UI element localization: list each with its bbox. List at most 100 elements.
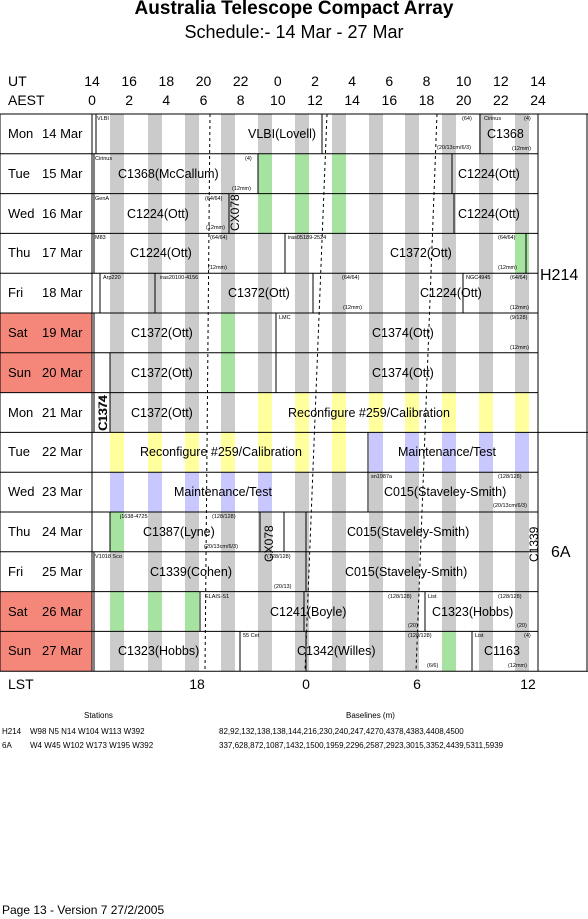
date-label: 16 Mar bbox=[42, 205, 83, 221]
stripe bbox=[442, 512, 456, 552]
block-label: Reconfigure #259/Calibration bbox=[288, 405, 450, 420]
block-label: C1372(Ott) bbox=[131, 326, 193, 340]
config-6a: 6A bbox=[551, 543, 571, 561]
stripe bbox=[515, 512, 529, 552]
stripe bbox=[405, 472, 419, 512]
stripe bbox=[185, 432, 199, 473]
block-sublabel: (64/64) bbox=[342, 275, 360, 282]
block-label: C1323(Hobbs) bbox=[118, 644, 200, 659]
stripe bbox=[405, 392, 419, 433]
stripe bbox=[295, 432, 309, 473]
stripe bbox=[332, 392, 346, 433]
stripe bbox=[332, 512, 346, 552]
stripe bbox=[479, 114, 493, 154]
stripe bbox=[479, 631, 493, 672]
stripe bbox=[258, 512, 272, 552]
block-sublabel: (64/64) bbox=[498, 235, 516, 242]
block-sublabel: GenA bbox=[95, 195, 110, 202]
day-label: Tue bbox=[8, 165, 30, 181]
block-sublabel: sn1987a bbox=[371, 474, 393, 481]
block-label: C1374(Ott) bbox=[372, 365, 434, 380]
stripe bbox=[185, 472, 199, 512]
stripe bbox=[258, 273, 272, 313]
stripe bbox=[185, 591, 199, 632]
stripe bbox=[405, 153, 419, 194]
stripe bbox=[148, 153, 162, 194]
stripe bbox=[258, 313, 272, 353]
stripe bbox=[185, 193, 199, 234]
stripe bbox=[295, 193, 309, 234]
block-sublabel: Arp220 bbox=[103, 275, 121, 282]
ut-tick: 14 bbox=[84, 73, 100, 89]
lst-tick: 18 bbox=[189, 676, 205, 692]
aest-tick: 6 bbox=[199, 92, 208, 108]
block-label: C1224(Ott) bbox=[127, 206, 189, 221]
stripe bbox=[515, 432, 529, 473]
stripe bbox=[332, 352, 346, 393]
stripe bbox=[295, 313, 309, 353]
block-sublabel: ELAIS-S1 bbox=[205, 593, 230, 600]
date-label: 27 Mar bbox=[42, 643, 83, 659]
weekend-cell bbox=[0, 313, 92, 353]
stripe bbox=[110, 512, 124, 552]
stripe bbox=[221, 631, 235, 672]
block-sublabel: (12mm) bbox=[206, 225, 225, 232]
stripe bbox=[110, 313, 124, 353]
ut-tick: 22 bbox=[232, 73, 249, 89]
block-label: C1368(McCallum) bbox=[118, 166, 219, 181]
stripe bbox=[148, 472, 162, 512]
block-sublabel: M83 bbox=[95, 235, 106, 242]
stripe bbox=[479, 352, 493, 393]
block-sublabel: (12mm) bbox=[343, 305, 362, 311]
stripe bbox=[148, 392, 162, 433]
stripe bbox=[295, 233, 309, 274]
weekend-cell bbox=[0, 591, 92, 632]
page-footer: Page 13 - Version 7 27/2/2005 bbox=[2, 903, 165, 917]
stripe bbox=[405, 114, 419, 154]
stripe bbox=[479, 512, 493, 552]
stripe bbox=[515, 273, 529, 313]
day-label: Thu bbox=[8, 524, 31, 539]
block-sublabel: List bbox=[428, 593, 437, 600]
stripe bbox=[295, 392, 309, 433]
aest-tick: 18 bbox=[418, 92, 435, 108]
stripe bbox=[369, 193, 383, 234]
stripe bbox=[258, 233, 272, 274]
block-sublabel: j1638-4725 bbox=[120, 514, 148, 520]
block-label: C1323(Hobbs) bbox=[432, 604, 514, 619]
ut-tick: 6 bbox=[385, 73, 394, 89]
block-label: C1368 bbox=[487, 127, 524, 141]
aest-tick: 24 bbox=[530, 92, 546, 108]
block-label: C1224(Ott) bbox=[458, 166, 520, 181]
stripe bbox=[221, 472, 235, 512]
stripe bbox=[185, 352, 199, 393]
date-label: 25 Mar bbox=[42, 563, 83, 579]
block-label: C1374(Ott) bbox=[372, 326, 434, 340]
date-label: 23 Mar bbox=[42, 484, 83, 500]
stripe bbox=[369, 551, 383, 592]
stripe bbox=[295, 591, 309, 632]
block-sublabel: (20/13cm/6/3) bbox=[204, 543, 238, 550]
ut-tick: 16 bbox=[121, 73, 137, 89]
stripe bbox=[369, 352, 383, 393]
stripe bbox=[110, 273, 124, 313]
lst-label: LST bbox=[8, 676, 34, 692]
stripe bbox=[332, 472, 346, 512]
block-sublabel: (12mm) bbox=[232, 185, 251, 192]
stripe bbox=[369, 114, 383, 154]
block-sublabel: (12mm) bbox=[512, 145, 531, 152]
stripe bbox=[148, 512, 162, 552]
block-sublabel: (4) bbox=[245, 155, 252, 162]
ut-tick: 18 bbox=[158, 73, 175, 89]
block-sublabel: iras05189-2524 bbox=[288, 235, 327, 242]
stripe bbox=[295, 512, 309, 552]
aest-label: AEST bbox=[8, 92, 45, 108]
day-label: Sat bbox=[8, 603, 28, 619]
stripe bbox=[258, 432, 272, 473]
aest-tick: 2 bbox=[125, 92, 134, 108]
stripe bbox=[369, 432, 383, 473]
date-label: 26 Mar bbox=[42, 603, 83, 619]
block-sublabel: (20) bbox=[517, 623, 527, 630]
footer-baselines-h214: 82,92,132,138,138,144,216,230,240,247,42… bbox=[219, 727, 464, 736]
stripe bbox=[405, 591, 419, 632]
